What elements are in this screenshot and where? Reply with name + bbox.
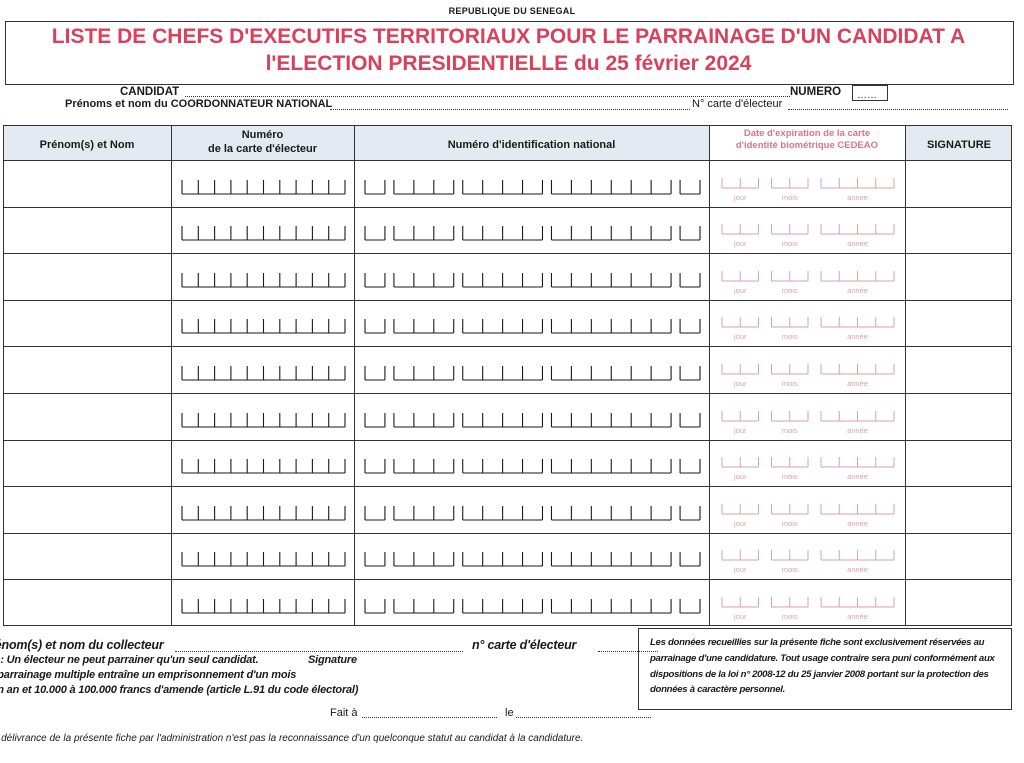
svg-text:année: année (847, 239, 868, 248)
svg-text:jour: jour (733, 332, 747, 341)
svg-text:jour: jour (733, 612, 747, 621)
svg-text:mois: mois (782, 519, 798, 528)
svg-text:mois: mois (782, 286, 798, 295)
svg-text:mois: mois (782, 472, 798, 481)
svg-text:mois: mois (782, 565, 798, 574)
svg-text:jour: jour (733, 519, 747, 528)
svg-text:jour: jour (733, 239, 747, 248)
svg-text:année: année (847, 472, 868, 481)
svg-text:mois: mois (782, 193, 798, 202)
svg-text:mois: mois (782, 426, 798, 435)
svg-text:année: année (847, 379, 868, 388)
svg-text:année: année (847, 612, 868, 621)
svg-text:jour: jour (733, 472, 747, 481)
svg-text:mois: mois (782, 239, 798, 248)
svg-text:mois: mois (782, 612, 798, 621)
svg-text:année: année (847, 193, 868, 202)
svg-text:année: année (847, 519, 868, 528)
svg-text:année: année (847, 565, 868, 574)
svg-text:année: année (847, 286, 868, 295)
svg-text:mois: mois (782, 379, 798, 388)
svg-text:jour: jour (733, 565, 747, 574)
svg-text:jour: jour (733, 286, 747, 295)
svg-text:jour: jour (733, 379, 747, 388)
svg-text:année: année (847, 426, 868, 435)
svg-text:année: année (847, 332, 868, 341)
svg-text:jour: jour (733, 193, 747, 202)
svg-text:mois: mois (782, 332, 798, 341)
svg-text:jour: jour (733, 426, 747, 435)
